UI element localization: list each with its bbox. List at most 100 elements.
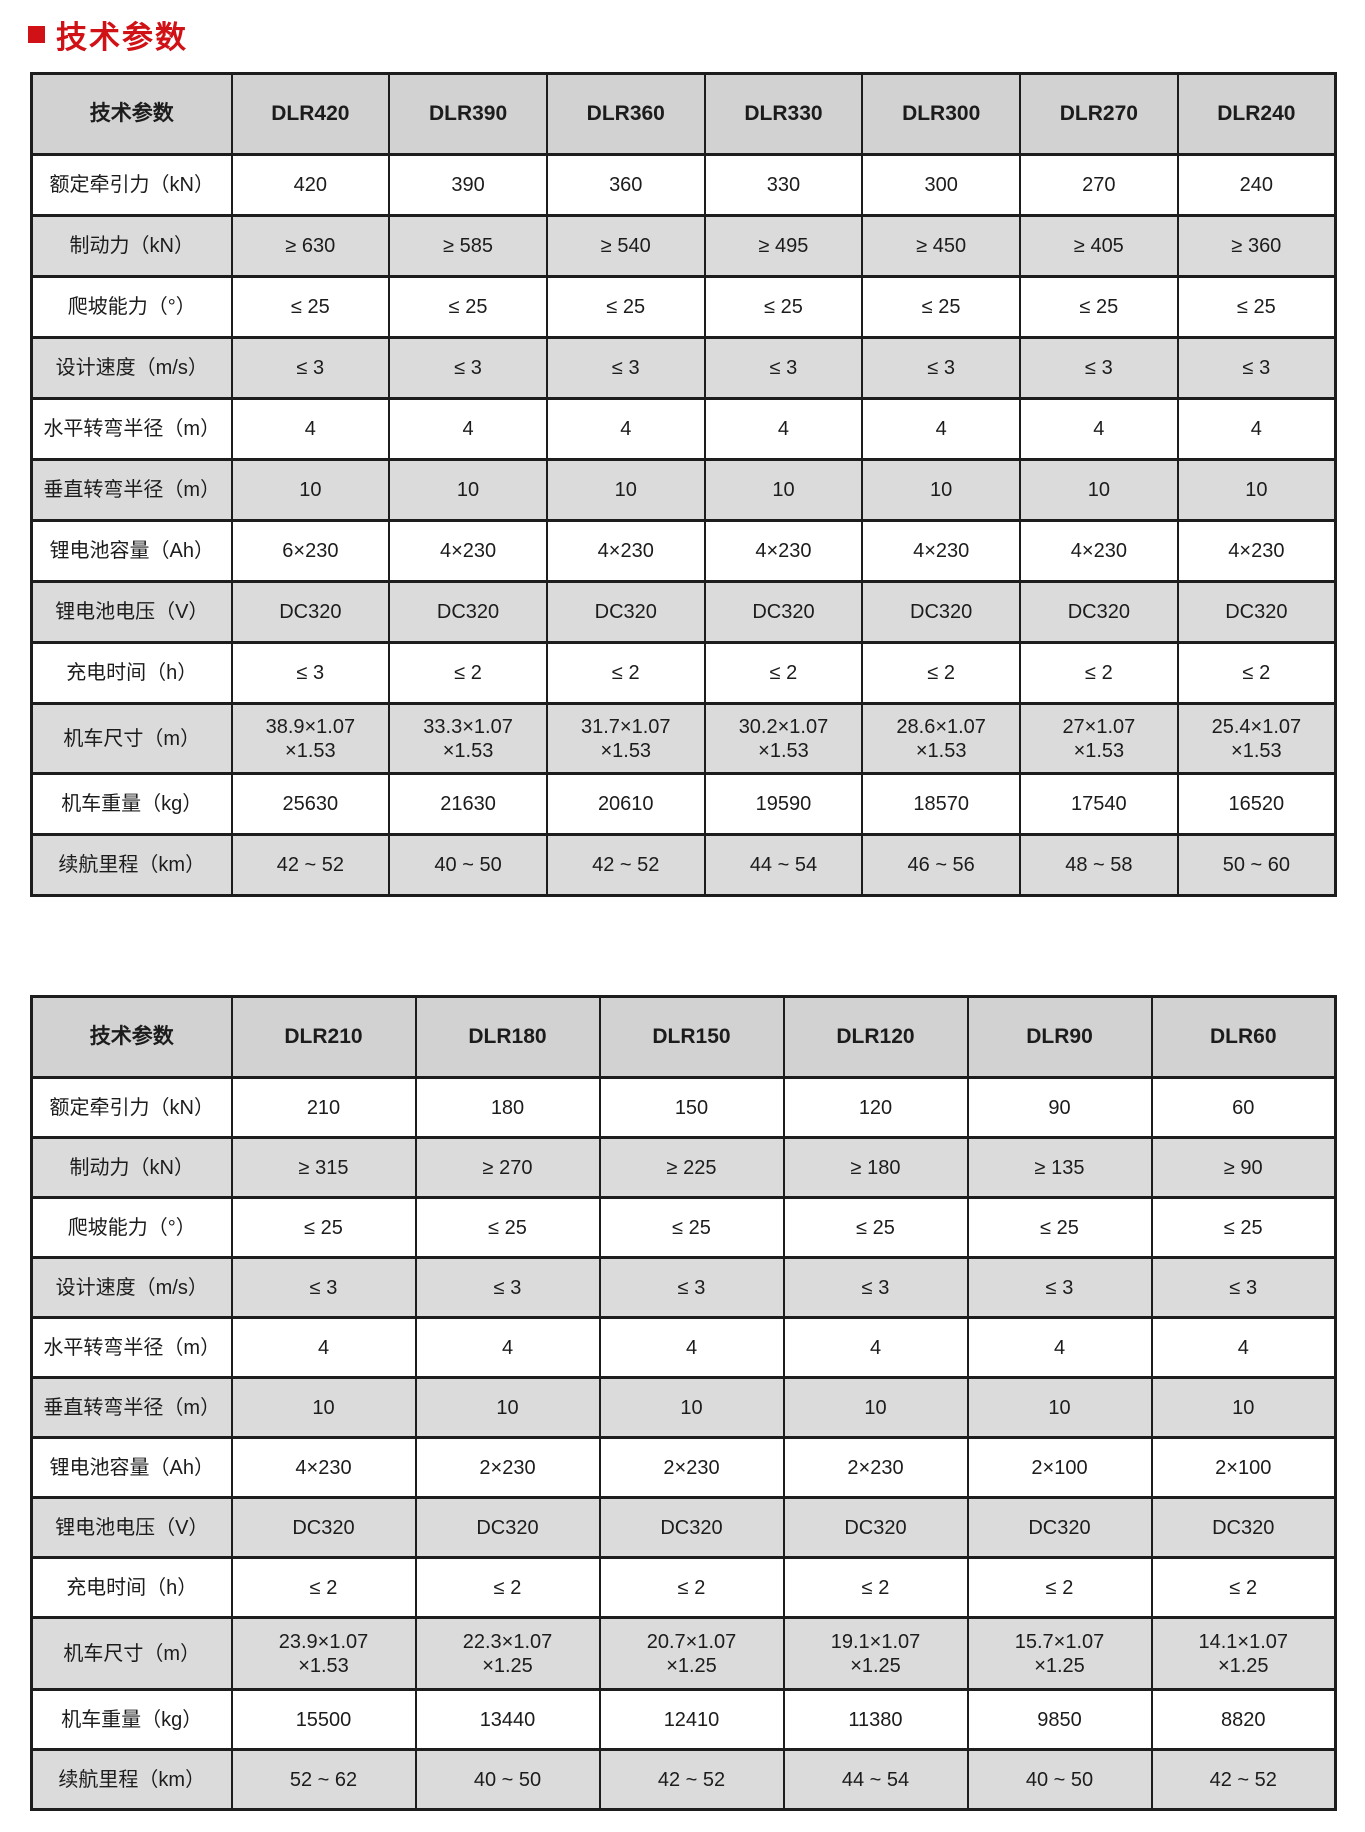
value-cell: ≤ 3 — [388, 336, 548, 400]
value-cell: 390 — [388, 153, 548, 217]
table-row: 机车重量（kg） 25630 21630 20610 19590 18570 17540 16… — [30, 772, 1337, 836]
model-column-header: DLR330 — [703, 72, 864, 156]
value-cell: DC320 — [598, 1496, 785, 1559]
value-cell: 9850 — [966, 1688, 1153, 1751]
value-cell: 8820 — [1150, 1688, 1337, 1751]
model-column-header: DLR270 — [1019, 72, 1179, 156]
value-cell: 2×100 — [1150, 1436, 1337, 1499]
row-label: 制动力（kN） — [30, 214, 233, 278]
table-row: 垂直转弯半径（m） 10 10 10 10 10 10 10 — [30, 458, 1337, 522]
value-cell: ≥ 315 — [230, 1136, 417, 1199]
value-cell: 42 ~ 52 — [545, 833, 706, 897]
value-cell: ≤ 25 — [782, 1196, 969, 1259]
row-label: 额定牵引力（kN） — [30, 1076, 233, 1139]
table-row: 充电时间（h） ≤ 2 ≤ 2 ≤ 2 ≤ 2 ≤ 2 ≤ 2 — [30, 1556, 1337, 1619]
value-cell: 20610 — [545, 772, 706, 836]
value-cell: ≤ 25 — [388, 275, 548, 339]
value-cell: 330 — [703, 153, 864, 217]
value-cell: 2×230 — [598, 1436, 785, 1499]
table-row: 续航里程（km） 52 ~ 62 40 ~ 50 42 ~ 52 44 ~ 54 40 ~… — [30, 1748, 1337, 1811]
row-label: 设计速度（m/s） — [30, 336, 233, 400]
value-cell: 10 — [414, 1376, 601, 1439]
value-cell: DC320 — [966, 1496, 1153, 1559]
value-cell: 30.2×1.07 ×1.53 — [703, 702, 864, 775]
value-cell: 48 ~ 58 — [1019, 833, 1179, 897]
value-cell: ≥ 270 — [414, 1136, 601, 1199]
row-label: 机车尺寸（m） — [30, 702, 233, 775]
value-cell: DC320 — [414, 1496, 601, 1559]
value-cell: 50 ~ 60 — [1176, 833, 1337, 897]
spec-table-dlr210-dlr60: 技术参数 DLR210 DLR180 DLR150 DLR120 DLR90 DLR60 额定… — [30, 995, 1337, 1811]
value-cell: ≤ 25 — [1019, 275, 1179, 339]
value-cell: 42 ~ 52 — [598, 1748, 785, 1811]
model-column-header: DLR120 — [782, 995, 969, 1079]
value-cell: 2×230 — [414, 1436, 601, 1499]
row-label: 机车尺寸（m） — [30, 1616, 233, 1691]
table-row: 锂电池容量（Ah） 6×230 4×230 4×230 4×230 4×230 4×230 4… — [30, 519, 1337, 583]
value-cell: 4×230 — [1019, 519, 1179, 583]
value-cell: 10 — [966, 1376, 1153, 1439]
value-cell: 4×230 — [703, 519, 864, 583]
value-cell: ≤ 3 — [230, 641, 391, 705]
row-label: 额定牵引力（kN） — [30, 153, 233, 217]
value-cell: DC320 — [861, 580, 1022, 644]
value-cell: 120 — [782, 1076, 969, 1139]
table-row: 锂电池电压（V） DC320 DC320 DC320 DC320 DC320 DC320 — [30, 1496, 1337, 1559]
value-cell: ≤ 3 — [414, 1256, 601, 1319]
value-cell: 17540 — [1019, 772, 1179, 836]
value-cell: ≤ 3 — [966, 1256, 1153, 1319]
value-cell: 360 — [545, 153, 706, 217]
value-cell: 4 — [1150, 1316, 1337, 1379]
value-cell: ≤ 25 — [414, 1196, 601, 1259]
value-cell: 44 ~ 54 — [703, 833, 864, 897]
value-cell: 300 — [861, 153, 1022, 217]
row-label: 水平转弯半径（m） — [30, 1316, 233, 1379]
value-cell: 60 — [1150, 1076, 1337, 1139]
value-cell: 14.1×1.07 ×1.25 — [1150, 1616, 1337, 1691]
value-cell: 4 — [598, 1316, 785, 1379]
value-cell: 180 — [414, 1076, 601, 1139]
table-row: 制动力（kN） ≥ 630 ≥ 585 ≥ 540 ≥ 495 ≥ 450 ≥ 405 ≥ 3… — [30, 214, 1337, 278]
value-cell: DC320 — [1176, 580, 1337, 644]
value-cell: 4 — [545, 397, 706, 461]
page-title-text: 技术参数 — [56, 20, 188, 55]
row-label: 爬坡能力（°） — [30, 275, 233, 339]
row-label: 锂电池容量（Ah） — [30, 1436, 233, 1499]
value-cell: 10 — [545, 458, 706, 522]
value-cell: 270 — [1019, 153, 1179, 217]
value-cell: 4 — [230, 1316, 417, 1379]
value-cell: 10 — [230, 1376, 417, 1439]
value-cell: ≤ 3 — [1176, 336, 1337, 400]
table-row: 锂电池容量（Ah） 4×230 2×230 2×230 2×230 2×100 2×100 — [30, 1436, 1337, 1499]
value-cell: 42 ~ 52 — [230, 833, 391, 897]
spec-table-dlr420-dlr240: 技术参数 DLR420 DLR390 DLR360 DLR330 DLR300 DLR270… — [30, 72, 1337, 897]
row-label: 机车重量（kg） — [30, 1688, 233, 1751]
table-row: 机车重量（kg） 15500 13440 12410 11380 9850 8820 — [30, 1688, 1337, 1751]
value-cell: 420 — [230, 153, 391, 217]
model-column-header: DLR180 — [414, 995, 601, 1079]
value-cell: ≤ 2 — [388, 641, 548, 705]
table-row: 垂直转弯半径（m） 10 10 10 10 10 10 — [30, 1376, 1337, 1439]
value-cell: ≥ 630 — [230, 214, 391, 278]
value-cell: ≤ 2 — [861, 641, 1022, 705]
value-cell: 4 — [414, 1316, 601, 1379]
value-cell: 40 ~ 50 — [414, 1748, 601, 1811]
value-cell: ≤ 25 — [861, 275, 1022, 339]
value-cell: 13440 — [414, 1688, 601, 1751]
value-cell: 10 — [782, 1376, 969, 1439]
value-cell: ≤ 25 — [966, 1196, 1153, 1259]
value-cell: ≤ 2 — [782, 1556, 969, 1619]
value-cell: 22.3×1.07 ×1.25 — [414, 1616, 601, 1691]
value-cell: ≥ 135 — [966, 1136, 1153, 1199]
row-label: 水平转弯半径（m） — [30, 397, 233, 461]
table-row: 设计速度（m/s） ≤ 3 ≤ 3 ≤ 3 ≤ 3 ≤ 3 ≤ 3 — [30, 1256, 1337, 1319]
value-cell: ≥ 585 — [388, 214, 548, 278]
value-cell: 38.9×1.07 ×1.53 — [230, 702, 391, 775]
model-column-header: DLR390 — [388, 72, 548, 156]
value-cell: 10 — [1019, 458, 1179, 522]
value-cell: 4 — [966, 1316, 1153, 1379]
value-cell: 4×230 — [545, 519, 706, 583]
value-cell: ≥ 450 — [861, 214, 1022, 278]
red-square-bullet-icon — [28, 26, 45, 43]
value-cell: ≥ 540 — [545, 214, 706, 278]
